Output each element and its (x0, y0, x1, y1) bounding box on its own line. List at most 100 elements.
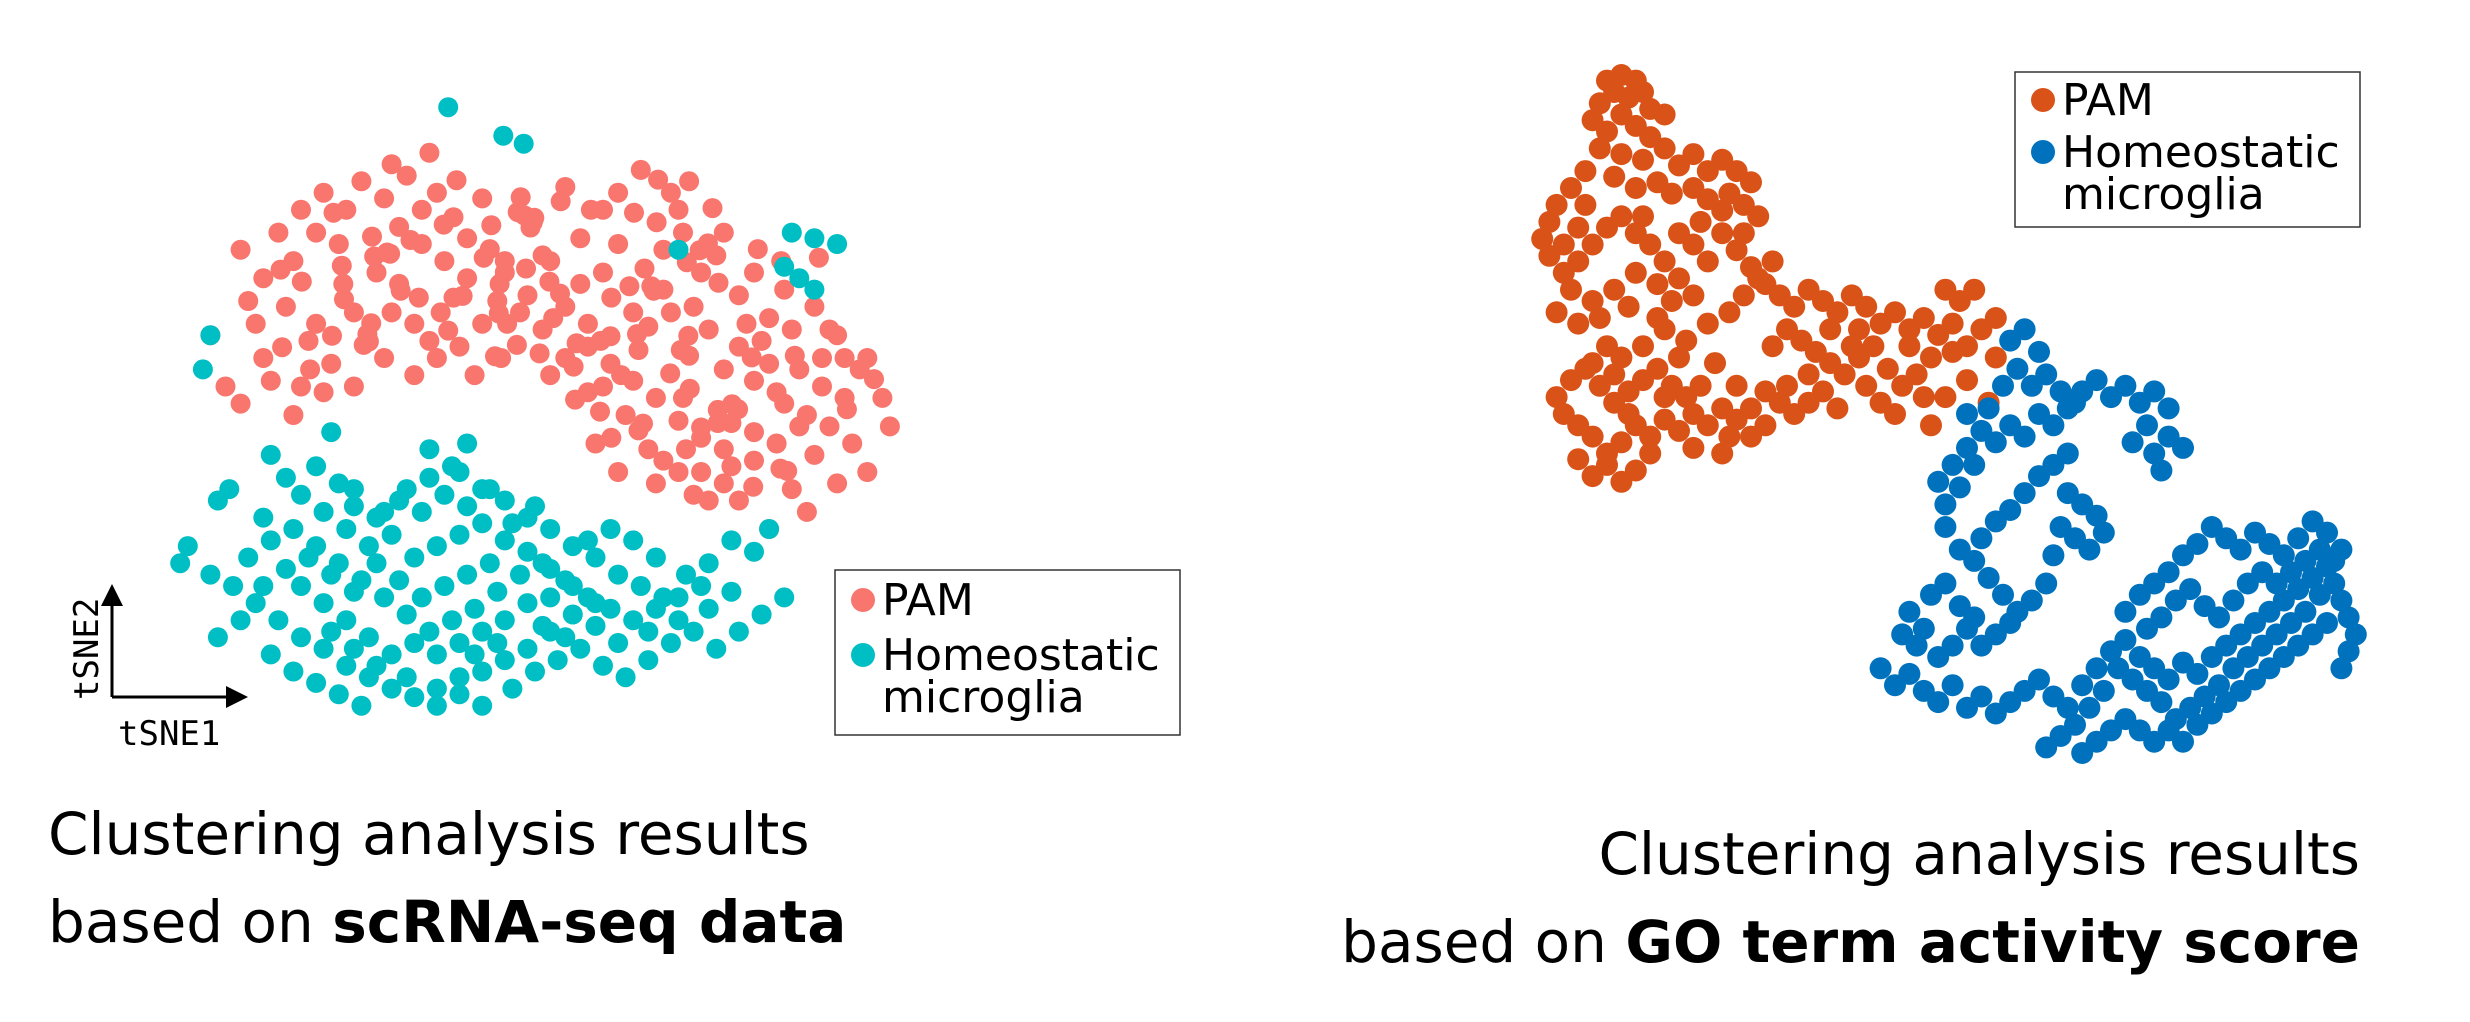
data-point (306, 222, 327, 243)
data-point (404, 687, 425, 708)
data-point (1783, 295, 1806, 318)
data-point (691, 462, 712, 482)
data-point (1754, 414, 1777, 437)
data-point (608, 234, 629, 254)
data-point (796, 501, 817, 522)
data-point (1668, 222, 1690, 245)
data-point (660, 363, 681, 384)
data-point (328, 684, 349, 705)
data-point (2042, 544, 2065, 567)
data-point (2006, 357, 2029, 380)
data-point (2085, 504, 2108, 527)
data-point (449, 336, 470, 357)
data-point (728, 621, 749, 642)
data-point (336, 655, 357, 676)
data-point (1696, 312, 1719, 335)
data-point (404, 313, 425, 334)
data-point (2150, 606, 2173, 629)
data-point (1653, 103, 1676, 126)
data-point (446, 170, 467, 191)
data-point (472, 661, 493, 682)
data-point (306, 456, 327, 477)
data-point (333, 273, 354, 294)
data-point (660, 633, 681, 653)
data-point (683, 621, 704, 642)
data-point (728, 285, 749, 306)
data-point (1855, 295, 1878, 318)
data-point (2316, 612, 2338, 634)
data-point (623, 530, 644, 551)
data-point (426, 695, 447, 716)
data-point (522, 212, 543, 233)
data-point (381, 154, 402, 175)
data-point (2330, 589, 2353, 612)
data-point (1984, 346, 2007, 369)
data-point (419, 330, 440, 351)
data-point (230, 610, 251, 631)
data-point (506, 334, 527, 355)
data-point (1977, 397, 2000, 420)
data-point (1581, 352, 1604, 375)
data-point (374, 188, 395, 209)
data-point (1660, 290, 1683, 312)
data-point (1934, 386, 1957, 409)
data-point (1898, 662, 1921, 685)
data-point (177, 536, 198, 557)
data-point (634, 258, 655, 279)
data-point (411, 587, 432, 608)
data-point (321, 621, 342, 642)
data-point (1603, 278, 1626, 301)
data-point (645, 598, 666, 619)
data-point (660, 302, 681, 323)
data-point (721, 530, 742, 551)
data-point (300, 359, 321, 380)
data-point (728, 490, 749, 511)
data-point (593, 262, 613, 283)
data-point (1653, 386, 1676, 409)
caption-line-1: Clustering analysis results (48, 800, 810, 868)
data-point (268, 610, 289, 631)
data-point (253, 268, 274, 289)
data-point (1963, 606, 1986, 629)
data-point (2085, 369, 2108, 392)
data-point (691, 576, 712, 596)
data-point (493, 125, 514, 146)
series-pam (200, 142, 900, 539)
data-point (362, 226, 382, 247)
data-point (744, 262, 764, 283)
data-point (1603, 363, 1626, 386)
caption-line-1: Clustering analysis results (1598, 820, 2360, 888)
data-point (2056, 397, 2079, 420)
data-point (1538, 210, 1561, 233)
legend-label-line: microglia (882, 672, 1085, 723)
data-point (670, 340, 691, 360)
data-point (328, 234, 349, 254)
data-point (192, 359, 213, 380)
data-point (532, 319, 553, 340)
data-point (517, 638, 538, 659)
legend-label-homeostatic-microglia: Homeostatic microglia (2062, 127, 2340, 220)
data-point (411, 501, 432, 522)
data-point (389, 273, 410, 294)
data-point (2337, 640, 2360, 663)
data-point (728, 336, 749, 357)
data-point (1898, 600, 1921, 623)
data-point (1840, 335, 1863, 358)
data-point (1963, 278, 1986, 301)
data-point (381, 302, 402, 323)
data-point (1725, 374, 1748, 397)
data-point (1610, 205, 1633, 228)
data-point (1545, 193, 1568, 216)
data-point (1617, 295, 1640, 318)
data-point (1970, 685, 1993, 708)
data-point (442, 610, 462, 631)
data-point (630, 576, 651, 596)
data-point (601, 427, 622, 448)
data-point (438, 320, 459, 341)
data-point (1826, 301, 1849, 324)
data-point (1545, 301, 1568, 324)
data-point (2071, 674, 2094, 697)
data-point (321, 564, 342, 585)
legend-label-line: microglia (2062, 169, 2265, 220)
data-point (1761, 250, 1784, 273)
